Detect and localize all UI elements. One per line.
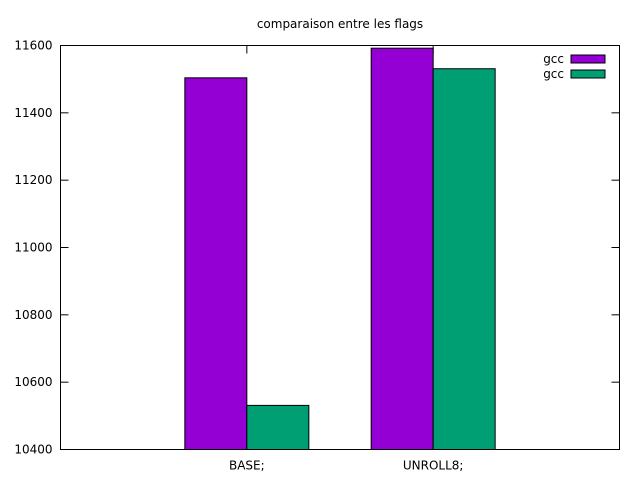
x-tick-label: BASE; [229,459,265,473]
bar [432,68,496,450]
bar [370,47,434,451]
bars [184,47,496,451]
legend-label: gcc [543,67,564,81]
y-tick-label: 11000 [14,241,52,255]
plot-frame [60,45,620,450]
y-tick-label: 10400 [14,443,52,457]
legend-swatch [570,54,606,64]
bar [184,77,248,450]
legend-swatch [570,69,606,79]
y-tick-label: 11200 [14,173,52,187]
y-tick-label: 10800 [14,308,52,322]
legend-label: gcc [543,52,564,66]
chart-title: comparaison entre les flags [257,17,423,31]
x-tick-label: UNROLL8; [403,459,464,473]
y-tick-label: 11600 [14,39,52,53]
bar [246,404,310,450]
y-tick-label: 11400 [14,106,52,120]
axis-ticks: 10400 10600 10800 11000 11200 11400 11600 BASE;… [14,39,620,473]
y-tick-label: 10600 [14,375,52,389]
